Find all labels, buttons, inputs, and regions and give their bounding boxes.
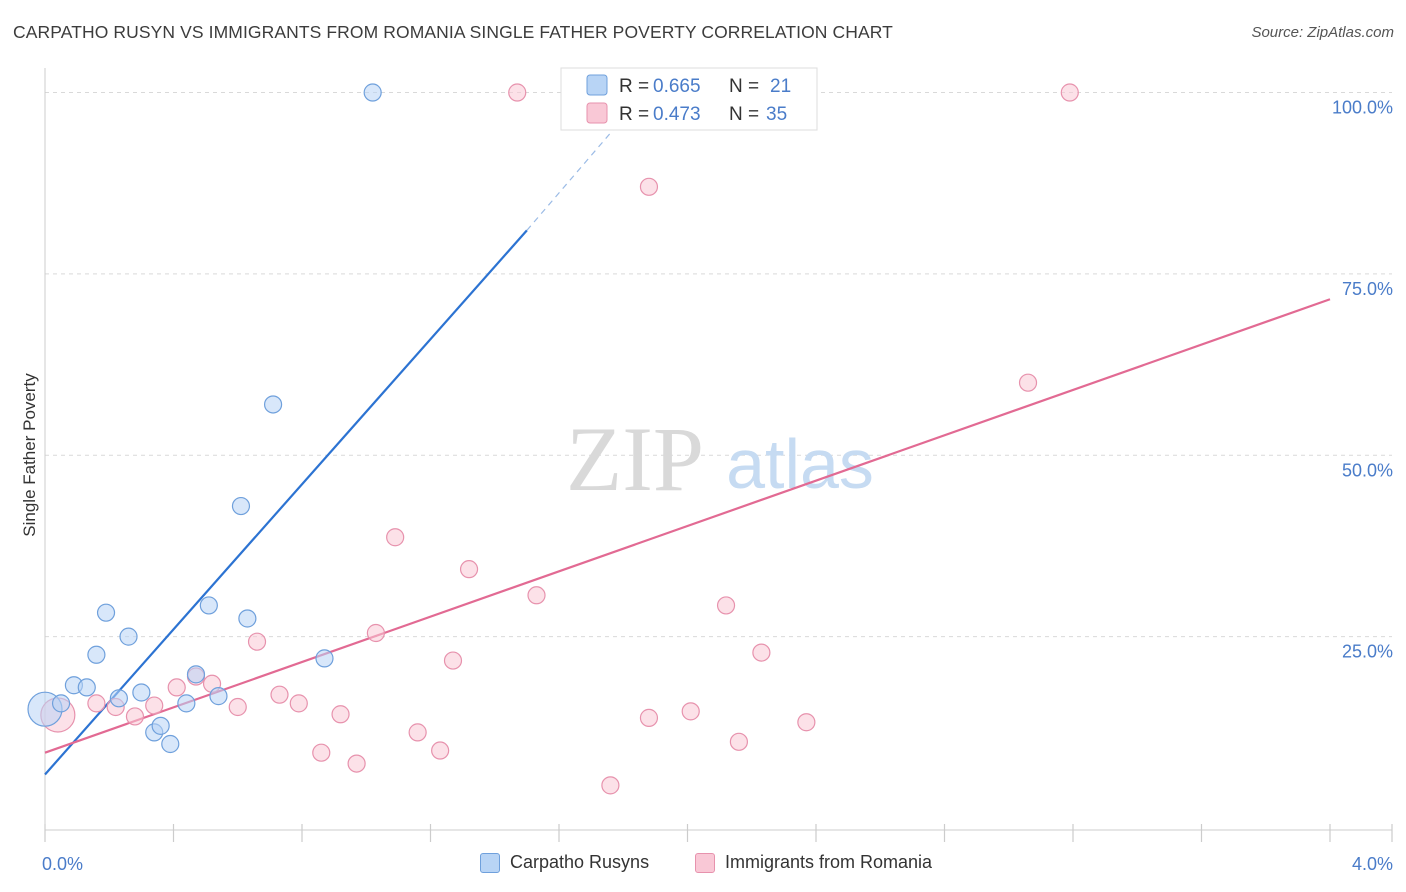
point-immigrants-romania xyxy=(797,713,816,732)
point-carpatho-rusyns xyxy=(199,596,218,615)
point-immigrants-romania xyxy=(347,754,366,773)
point-carpatho-rusyns xyxy=(151,716,170,735)
point-carpatho-rusyns xyxy=(132,683,151,702)
point-carpatho-rusyns xyxy=(186,665,206,684)
point-carpatho-rusyns xyxy=(315,649,334,668)
point-carpatho-rusyns xyxy=(238,609,257,628)
y-tick-label: 100.0% xyxy=(1332,98,1393,118)
watermark-zip: ZIP xyxy=(566,408,704,510)
point-immigrants-romania xyxy=(459,560,479,579)
legend-r-label-2: R = xyxy=(619,104,649,125)
legend-n-label-1: N = xyxy=(729,76,759,97)
point-immigrants-romania xyxy=(639,708,659,727)
scatter-points xyxy=(27,83,1079,795)
point-immigrants-romania xyxy=(601,776,620,795)
legend-n-value-2: 35 xyxy=(766,104,787,125)
source-credit: Source: ZipAtlas.com xyxy=(1251,24,1394,41)
point-immigrants-romania xyxy=(167,678,186,697)
watermark-atlas: atlas xyxy=(726,425,874,503)
trend-lines xyxy=(44,110,1331,776)
point-immigrants-romania xyxy=(729,732,749,751)
point-immigrants-romania xyxy=(716,596,736,615)
point-carpatho-rusyns xyxy=(119,627,138,646)
legend-r-label-1: R = xyxy=(619,76,649,97)
point-carpatho-rusyns xyxy=(263,395,283,414)
stats-legend: R = 0.665 N = 21 R = 0.473 N = 35 xyxy=(560,67,818,131)
point-immigrants-romania xyxy=(431,741,450,760)
point-immigrants-romania xyxy=(386,528,405,547)
y-tick-label: 75.0% xyxy=(1342,279,1393,299)
legend-n-value-1: 21 xyxy=(770,76,791,97)
point-carpatho-rusyns xyxy=(209,687,228,706)
point-immigrants-romania xyxy=(331,705,350,724)
point-carpatho-rusyns xyxy=(77,678,96,697)
point-immigrants-romania xyxy=(312,743,331,762)
point-immigrants-romania xyxy=(681,702,700,721)
point-carpatho-rusyns xyxy=(363,83,382,102)
point-carpatho-rusyns xyxy=(51,694,71,713)
grid-lines xyxy=(45,92,1392,638)
legend-swatch-immigrants-romania xyxy=(695,852,715,873)
point-immigrants-romania xyxy=(527,586,546,605)
series-legend: Carpatho Rusyns Immigrants from Romania xyxy=(0,852,1406,876)
legend-r-value-2: 0.473 xyxy=(653,104,701,125)
x-tick-label: 0.0% xyxy=(42,854,83,874)
x-tick-label: 4.0% xyxy=(1352,854,1393,874)
axes xyxy=(44,68,1393,842)
point-carpatho-rusyns xyxy=(109,689,128,708)
watermark: ZIP atlas xyxy=(566,408,874,510)
point-immigrants-romania xyxy=(1060,83,1079,102)
y-axis-label: Single Father Poverty xyxy=(20,373,39,537)
y-tick-label: 25.0% xyxy=(1342,642,1393,662)
chart-title: CARPATHO RUSYN VS IMMIGRANTS FROM ROMANI… xyxy=(13,22,893,42)
point-immigrants-romania xyxy=(270,685,289,704)
point-immigrants-romania xyxy=(443,651,463,670)
point-immigrants-romania xyxy=(1018,373,1038,392)
point-immigrants-romania xyxy=(289,694,308,713)
point-immigrants-romania xyxy=(247,632,267,651)
trend-line-immigrants-romania xyxy=(44,298,1331,754)
point-immigrants-romania xyxy=(639,177,659,196)
point-immigrants-romania xyxy=(508,83,527,102)
point-carpatho-rusyns xyxy=(161,734,180,754)
legend-swatch-pink xyxy=(586,102,608,124)
point-immigrants-romania xyxy=(145,696,164,715)
trend-line-carpatho-rusyns xyxy=(44,229,528,776)
point-immigrants-romania xyxy=(366,623,385,643)
point-carpatho-rusyns xyxy=(96,603,116,622)
trend-line-extension-carpatho-rusyns xyxy=(526,110,631,231)
point-immigrants-romania xyxy=(228,697,247,717)
legend-item-immigrants-romania: Immigrants from Romania xyxy=(695,852,932,873)
point-immigrants-romania xyxy=(408,723,427,742)
legend-r-value-1: 0.665 xyxy=(653,76,701,97)
point-immigrants-romania xyxy=(87,694,106,713)
legend-swatch-blue xyxy=(586,74,608,96)
point-carpatho-rusyns xyxy=(231,496,251,516)
legend-label-immigrants-romania: Immigrants from Romania xyxy=(725,852,933,872)
y-tick-label: 50.0% xyxy=(1342,460,1393,480)
point-immigrants-romania xyxy=(752,643,771,662)
legend-n-label-2: N = xyxy=(729,104,759,125)
legend-label-carpatho-rusyns: Carpatho Rusyns xyxy=(510,852,650,872)
tick-labels: 25.0% 50.0% 75.0% 100.0% 0.0% 4.0% xyxy=(42,98,1393,874)
legend-item-carpatho-rusyns: Carpatho Rusyns xyxy=(480,852,649,873)
point-carpatho-rusyns xyxy=(177,694,196,713)
point-carpatho-rusyns xyxy=(87,645,106,664)
point-immigrants-romania xyxy=(125,707,145,726)
legend-swatch-carpatho-rusyns xyxy=(480,852,500,873)
